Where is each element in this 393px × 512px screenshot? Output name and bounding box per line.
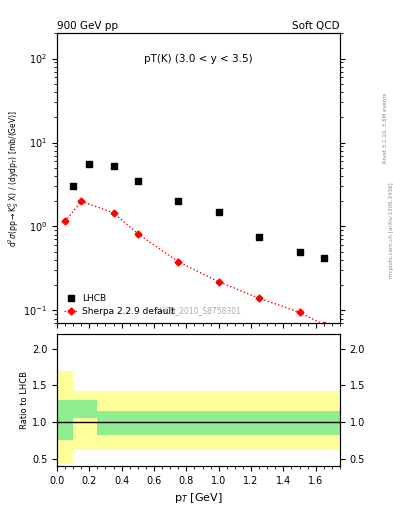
Y-axis label: d$^2$$\sigma$(pp$\rightarrow$K$^0_S$ X) / (dydp$_T$) [mb/(GeV)]: d$^2$$\sigma$(pp$\rightarrow$K$^0_S$ X) …: [6, 110, 21, 247]
Line: Sherpa 2.2.9 default: Sherpa 2.2.9 default: [62, 199, 326, 327]
LHCB: [256, 233, 262, 241]
LHCB: [175, 197, 182, 205]
LHCB: [70, 182, 76, 190]
LHCB: [296, 248, 303, 256]
Sherpa 2.2.9 default: [297, 309, 302, 315]
Text: Rivet 3.1.10, 3.6M events: Rivet 3.1.10, 3.6M events: [383, 93, 388, 163]
LHCB: [110, 162, 117, 170]
LHCB: [86, 160, 92, 168]
Text: mcplots.cern.ch [arXiv:1306.3436]: mcplots.cern.ch [arXiv:1306.3436]: [389, 183, 393, 278]
Y-axis label: Ratio to LHCB: Ratio to LHCB: [20, 371, 29, 429]
LHCB: [321, 254, 327, 262]
LHCB: [215, 207, 222, 216]
Sherpa 2.2.9 default: [321, 322, 326, 328]
Sherpa 2.2.9 default: [111, 210, 116, 216]
Sherpa 2.2.9 default: [79, 198, 84, 204]
Text: LHCB_2010_S8758301: LHCB_2010_S8758301: [156, 306, 241, 315]
Legend: LHCB, Sherpa 2.2.9 default: LHCB, Sherpa 2.2.9 default: [61, 291, 178, 319]
LHCB: [135, 177, 141, 185]
Text: 900 GeV pp: 900 GeV pp: [57, 21, 118, 31]
Text: Soft QCD: Soft QCD: [292, 21, 340, 31]
Sherpa 2.2.9 default: [63, 218, 68, 224]
Sherpa 2.2.9 default: [216, 279, 221, 285]
Sherpa 2.2.9 default: [136, 231, 140, 237]
Sherpa 2.2.9 default: [176, 259, 181, 265]
Sherpa 2.2.9 default: [257, 295, 261, 301]
X-axis label: p$_T$ [GeV]: p$_T$ [GeV]: [174, 491, 223, 505]
Text: pT(K) (3.0 < y < 3.5): pT(K) (3.0 < y < 3.5): [144, 54, 253, 63]
